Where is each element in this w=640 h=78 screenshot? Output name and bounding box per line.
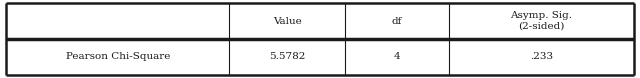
Bar [6, 39, 229, 75]
Text: df: df [392, 17, 402, 26]
Text: 4: 4 [394, 52, 400, 61]
Bar [229, 39, 345, 75]
Text: .233: .233 [529, 52, 553, 61]
Text: Asymp. Sig.
(2-sided): Asymp. Sig. (2-sided) [510, 11, 572, 31]
Bar [6, 3, 229, 39]
Bar [345, 3, 449, 39]
Bar [229, 3, 345, 39]
Bar [449, 39, 634, 75]
Text: 5.5782: 5.5782 [269, 52, 305, 61]
Text: Value: Value [273, 17, 301, 26]
Text: Pearson Chi-Square: Pearson Chi-Square [65, 52, 170, 61]
Bar [449, 3, 634, 39]
Bar [345, 39, 449, 75]
